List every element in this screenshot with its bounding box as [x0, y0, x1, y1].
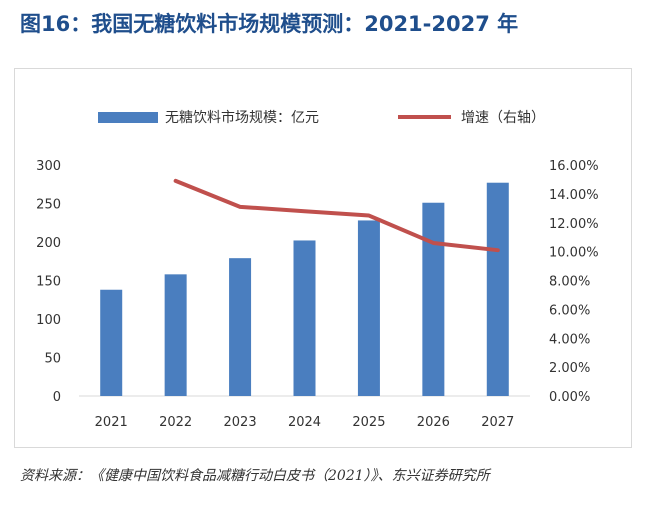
- x-tick-label: 2026: [417, 415, 450, 430]
- bar: [357, 220, 380, 396]
- x-tick-label: 2025: [352, 415, 385, 430]
- bar: [229, 258, 252, 396]
- right-axis-ticks: 0.00% 2.00% 4.00% 6.00% 8.00% 10.00% 12.00% 14.…: [549, 159, 599, 405]
- growth-line-series: [173, 178, 500, 253]
- right-tick-label: 6.00%: [549, 303, 590, 318]
- legend: 无糖饮料市场规模：亿元 增速（右轴）: [98, 109, 545, 126]
- bar-series: [100, 182, 509, 396]
- left-tick-label: 0: [53, 390, 61, 405]
- right-tick-label: 2.00%: [549, 361, 590, 376]
- right-tick-label: 10.00%: [549, 246, 599, 261]
- chart-svg: 无糖饮料市场规模：亿元 增速（右轴） 0 50 100 150 200 250 300 0.…: [36, 109, 599, 430]
- legend-line-label: 增速（右轴）: [461, 110, 545, 126]
- left-tick-label: 200: [36, 236, 61, 251]
- source-note: 资料来源：《健康中国饮料食品减糖行动白皮书（2021）》、东兴证券研究所: [20, 468, 490, 484]
- left-tick-label: 300: [36, 159, 61, 174]
- left-tick-label: 250: [36, 198, 61, 213]
- left-tick-label: 150: [36, 275, 61, 290]
- x-tick-label: 2024: [288, 415, 321, 430]
- left-tick-label: 100: [36, 313, 61, 328]
- right-tick-label: 12.00%: [549, 217, 599, 232]
- x-tick-label: 2027: [481, 415, 514, 430]
- bar: [293, 240, 316, 396]
- right-tick-label: 0.00%: [549, 390, 590, 405]
- bar: [486, 182, 509, 396]
- figure-title: 图16：我国无糖饮料市场规模预测：2021-2027 年: [20, 12, 519, 36]
- bar: [422, 202, 445, 396]
- right-tick-label: 16.00%: [549, 159, 599, 174]
- bar: [164, 274, 187, 396]
- chart-frame: 无糖饮料市场规模：亿元 增速（右轴） 0 50 100 150 200 250 300 0.…: [14, 68, 632, 448]
- x-axis-ticks: 2021 2022 2023 2024 2025 2026 2027: [95, 415, 515, 430]
- x-tick-label: 2022: [159, 415, 192, 430]
- right-tick-label: 14.00%: [549, 188, 599, 203]
- left-tick-label: 50: [44, 352, 61, 367]
- x-tick-label: 2021: [95, 415, 128, 430]
- x-tick-label: 2023: [224, 415, 257, 430]
- growth-line: [173, 178, 500, 253]
- legend-bar-swatch: [98, 112, 158, 123]
- legend-bar-label: 无糖饮料市场规模：亿元: [165, 109, 319, 126]
- bar: [100, 289, 123, 396]
- right-tick-label: 4.00%: [549, 332, 590, 347]
- left-axis-ticks: 0 50 100 150 200 250 300: [36, 159, 61, 405]
- right-tick-label: 8.00%: [549, 275, 590, 290]
